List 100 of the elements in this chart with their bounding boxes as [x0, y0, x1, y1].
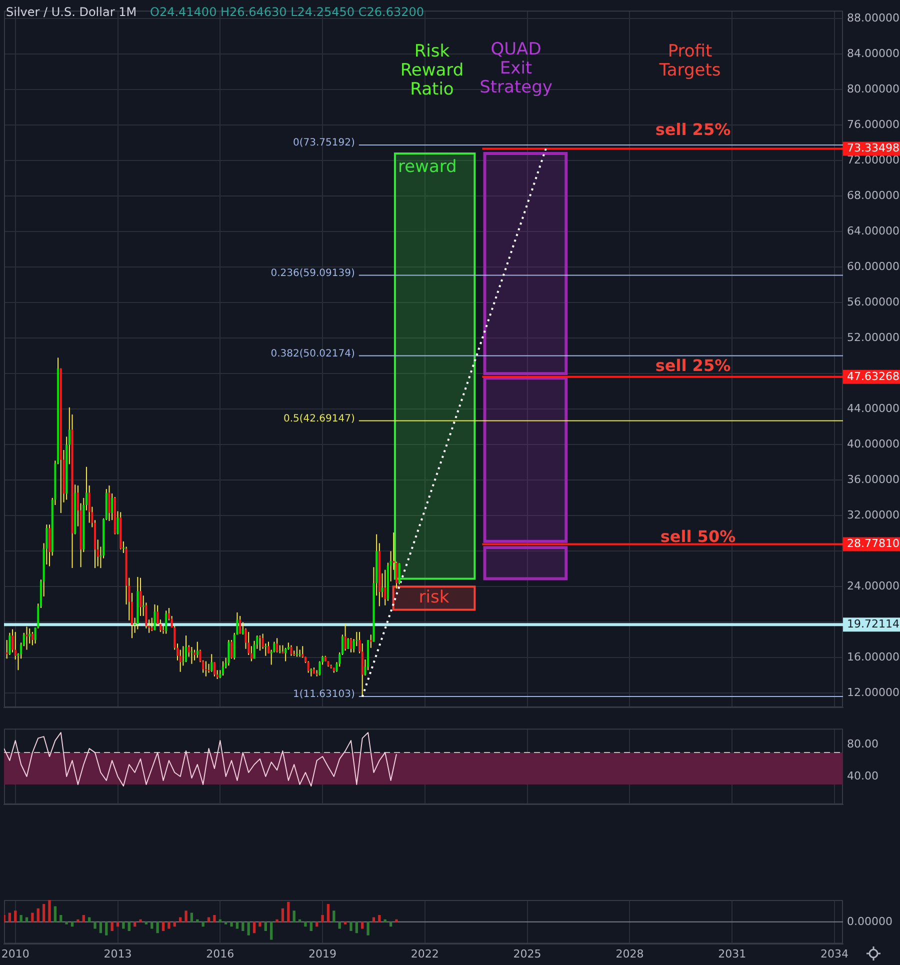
- bar: [31, 912, 34, 922]
- annotation: O24.41400 H26.64630 L24.25450 C26.63200: [150, 5, 424, 20]
- bar: [168, 922, 170, 929]
- annotation: sell 25%: [655, 120, 731, 140]
- bar: [99, 922, 102, 934]
- bar: [128, 922, 130, 931]
- bar: [350, 922, 352, 931]
- candlestick: [26, 626, 28, 650]
- bar: [82, 915, 85, 922]
- y-tick-label: 40.00: [847, 769, 878, 782]
- y-tick-label: 84.00000: [847, 46, 900, 60]
- x-tick-label: 2028: [616, 947, 644, 960]
- bar: [276, 919, 278, 922]
- ref-line-label: 19.72114: [847, 618, 900, 631]
- y-tick-label: 44.00000: [847, 402, 900, 416]
- ref-line-label: 47.63268: [847, 370, 900, 383]
- bar: [184, 910, 188, 922]
- bar: [144, 922, 148, 924]
- x-tick-label: 2034: [820, 947, 848, 960]
- bar: [162, 922, 165, 931]
- bar: [213, 915, 216, 922]
- band-label: risk: [418, 588, 450, 608]
- bar: [310, 922, 312, 931]
- bar: [395, 919, 398, 922]
- candlestick: [190, 647, 193, 664]
- ref-line-label: 0.5(42.69147): [283, 413, 355, 424]
- bar: [60, 915, 62, 922]
- bar: [281, 908, 284, 922]
- bar: [264, 922, 267, 931]
- bar: [202, 922, 204, 927]
- x-tick-label: 2025: [513, 947, 542, 960]
- band-label: reward: [398, 156, 457, 177]
- y-tick-label: 52.00000: [847, 331, 900, 344]
- annotation: Profit Targets: [658, 41, 721, 80]
- y-tick-label: 80.00: [847, 737, 878, 750]
- y-tick-label: 56.00000: [847, 295, 900, 308]
- bar: [378, 915, 381, 922]
- bar: [173, 922, 176, 927]
- bar: [242, 922, 244, 931]
- bar: [25, 917, 28, 922]
- bar: [287, 902, 290, 922]
- ref-line-label: 0.00000: [847, 914, 892, 928]
- ref-line-label: 28.77810: [847, 537, 900, 550]
- ref-line-label: 1(11.63103): [293, 689, 355, 700]
- bar: [8, 912, 12, 922]
- bar: [54, 906, 57, 922]
- y-tick-label: 68.00000: [847, 188, 900, 202]
- bar: [355, 922, 358, 934]
- bar: [76, 919, 80, 922]
- y-tick-label: 88.00000: [847, 11, 900, 24]
- bar: [110, 922, 114, 931]
- y-tick-label: 24.00000: [847, 580, 900, 593]
- ref-line-label: 73.33498: [847, 142, 900, 155]
- bar: [156, 922, 159, 934]
- bar: [236, 922, 239, 929]
- candlestick: [204, 661, 207, 676]
- y-tick-label: 32.00000: [847, 508, 900, 522]
- bar: [326, 904, 330, 922]
- bar: [14, 910, 17, 922]
- bar: [252, 922, 256, 934]
- bar: [321, 915, 324, 922]
- bar: [389, 922, 392, 927]
- ref-line-label: 0.382(50.02174): [270, 348, 355, 360]
- bar: [316, 922, 318, 927]
- y-tick-label: 16.00000: [847, 650, 900, 664]
- bar: [372, 917, 376, 922]
- bar: [344, 922, 347, 924]
- chart-title: Silver / U.S. Dollar 1M: [6, 5, 137, 20]
- bar: [139, 919, 142, 922]
- annotation: sell 50%: [660, 527, 736, 546]
- bar: [258, 922, 262, 927]
- bar: [133, 922, 136, 927]
- ref-line-label: 0.236(59.09139): [270, 268, 355, 279]
- candlestick: [298, 650, 301, 657]
- bar: [48, 900, 51, 922]
- y-tick-label: 36.00000: [847, 473, 900, 486]
- bar: [36, 908, 40, 922]
- bar: [70, 922, 74, 927]
- y-tick-label: 12.00000: [847, 686, 900, 700]
- bar: [122, 922, 125, 929]
- bar: [292, 910, 296, 922]
- x-tick-label: 2013: [104, 947, 132, 960]
- x-tick-label: 2016: [206, 947, 234, 960]
- bar: [361, 922, 364, 929]
- annotation: Risk Reward Ratio: [400, 41, 464, 100]
- x-tick-label: 2019: [308, 947, 337, 960]
- bar: [116, 922, 120, 927]
- bar: [224, 922, 228, 924]
- bar: [338, 922, 341, 929]
- bar: [304, 922, 307, 927]
- bar: [150, 922, 154, 929]
- bar: [105, 922, 108, 936]
- y-tick-label: 64.00000: [847, 224, 900, 238]
- bar: [247, 922, 250, 936]
- y-tick-label: 80.00000: [847, 82, 900, 96]
- y-tick-label: 40.00000: [847, 438, 900, 451]
- bar: [42, 904, 46, 922]
- bar: [88, 917, 91, 922]
- bar: [179, 917, 182, 922]
- bar: [65, 922, 68, 924]
